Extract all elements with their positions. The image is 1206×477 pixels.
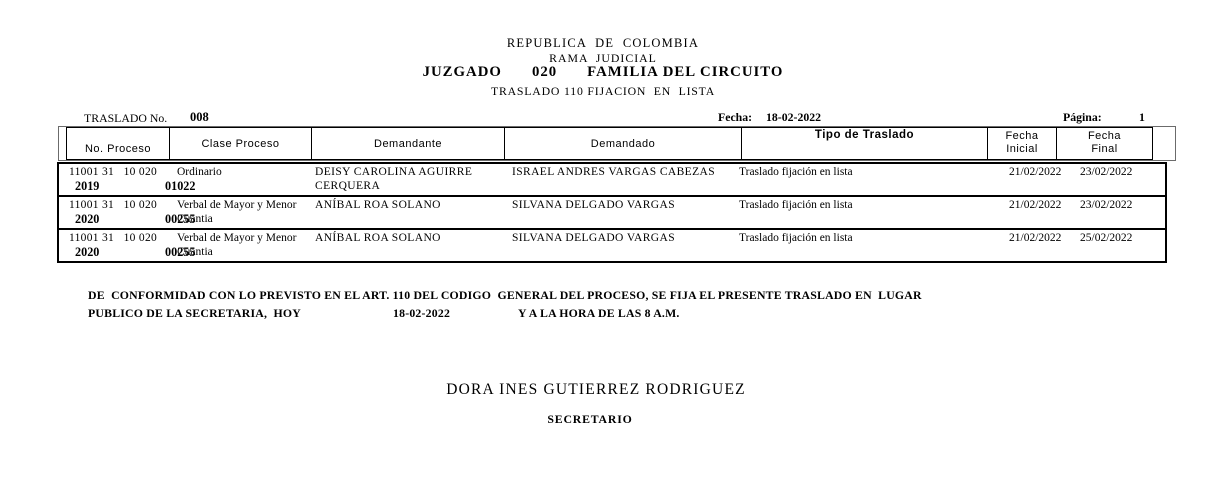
fecha-final-line2: Final	[1091, 143, 1118, 155]
fecha-final-cell: 25/02/2022	[1080, 232, 1133, 244]
fecha-inicial-cell: 21/02/2022	[1009, 166, 1062, 178]
proceso-number-line1: 11001 31 10 020	[69, 199, 158, 211]
juzgado-number: 020	[531, 64, 558, 80]
fecha-final-cell: 23/02/2022	[1080, 199, 1133, 211]
column-header-demandante: Demandante	[312, 128, 505, 159]
fecha-inicial-line2: Inicial	[1006, 143, 1038, 155]
proceso-year: 2020	[75, 245, 100, 259]
fijacion-hour: Y A LA HORA DE LAS 8 A.M.	[518, 306, 680, 320]
proceso-year: 2019	[75, 179, 100, 193]
rama-judicial-title: RAMA JUDICIAL	[549, 51, 657, 65]
column-header-tipo: Tipo de Traslado	[742, 128, 988, 159]
demandante-cell: ANÍBAL ROA SOLANO	[315, 232, 441, 244]
pagina-value: 1	[1139, 110, 1145, 124]
demandante-cell: ANÍBAL ROA SOLANO	[315, 199, 441, 211]
demandado-cell: ISRAEL ANDRES VARGAS CABEZAS	[512, 166, 716, 178]
juzgado-label: JUZGADO	[422, 64, 502, 80]
tipo-traslado-cell: Traslado fijación en lista	[739, 199, 853, 211]
demandado-cell: SILVANA DELGADO VARGAS	[512, 199, 676, 211]
table-row: 11001 31 10 020 2020 00255 Verbal de May…	[59, 197, 1165, 230]
legal-notice: DE CONFORMIDAD CON LO PREVISTO EN EL ART…	[88, 288, 1138, 321]
column-header-clase: Clase Proceso	[170, 128, 312, 159]
tipo-traslado-cell: Traslado fijación en lista	[739, 166, 853, 178]
juzgado-title: JUZGADO 020 FAMILIA DEL CIRCUITO	[0, 64, 1206, 81]
clase-proceso-cell: Verbal de Mayor y Menor Cuantia	[177, 199, 297, 225]
fijacion-date: 18-02-2022	[393, 306, 451, 320]
legal-notice-line1: DE CONFORMIDAD CON LO PREVISTO EN EL ART…	[88, 288, 922, 302]
demandante-cell: DEISY CAROLINA AGUIRRE CERQUERA	[315, 166, 473, 192]
fecha-final-cell: 23/02/2022	[1080, 166, 1133, 178]
proceso-consecutivo: 00255	[165, 245, 196, 259]
tipo-traslado-cell: Traslado fijación en lista	[739, 232, 853, 244]
fecha-inicial-cell: 21/02/2022	[1009, 232, 1062, 244]
column-header-fecha-inicial: Fecha Inicial	[988, 128, 1057, 159]
fecha-inicial-line1: Fecha	[1005, 130, 1039, 142]
column-header-proceso: No. Proceso	[67, 128, 170, 159]
traslado-no-label: TRASLADO No.	[84, 111, 168, 125]
juzgado-name: FAMILIA DEL CIRCUITO	[587, 64, 784, 80]
column-header-fecha-final: Fecha Final	[1057, 128, 1152, 159]
column-header-demandado: Demandado	[505, 128, 742, 159]
traslado-subtitle: TRASLADO 110 FIJACION EN LISTA	[490, 84, 716, 98]
secretary-title: SECRETARIO	[547, 412, 633, 426]
table-row: 11001 31 10 020 2019 01022 Ordinario DEI…	[59, 164, 1165, 197]
pagina-label: Página:	[1063, 110, 1102, 124]
proceso-number-line1: 11001 31 10 020	[69, 166, 158, 178]
proceso-year: 2020	[75, 212, 100, 226]
republic-title: REPUBLICA DE COLOMBIA	[506, 36, 700, 50]
proceso-consecutivo: 00255	[165, 212, 196, 226]
demandado-cell: SILVANA DELGADO VARGAS	[512, 232, 676, 244]
table-header-cells: No. Proceso Clase Proceso Demandante Dem…	[66, 127, 1153, 160]
fecha-inicial-cell: 21/02/2022	[1009, 199, 1062, 211]
fecha-label: Fecha:	[718, 110, 753, 124]
fecha-final-line1: Fecha	[1087, 130, 1122, 142]
secretary-name: DORA INES GUTIERREZ RODRIGUEZ	[446, 381, 746, 398]
table-header-row: No. Proceso Clase Proceso Demandante Dem…	[58, 126, 1176, 161]
table-row: 11001 31 10 020 2020 00255 Verbal de May…	[59, 230, 1165, 261]
clase-proceso-cell: Verbal de Mayor y Menor Cuantia	[177, 232, 297, 258]
process-table: 11001 31 10 020 2019 01022 Ordinario DEI…	[57, 162, 1167, 263]
proceso-number-line1: 11001 31 10 020	[69, 232, 158, 244]
traslado-no-value: 008	[190, 110, 209, 124]
proceso-consecutivo: 01022	[165, 179, 196, 193]
legal-notice-line2-text: PUBLICO DE LA SECRETARIA, HOY	[88, 306, 301, 320]
legal-notice-line2: PUBLICO DE LA SECRETARIA, HOY 18-02-2022…	[88, 306, 1138, 321]
fecha-value: 18-02-2022	[766, 110, 822, 124]
clase-proceso-cell: Ordinario	[177, 166, 222, 178]
